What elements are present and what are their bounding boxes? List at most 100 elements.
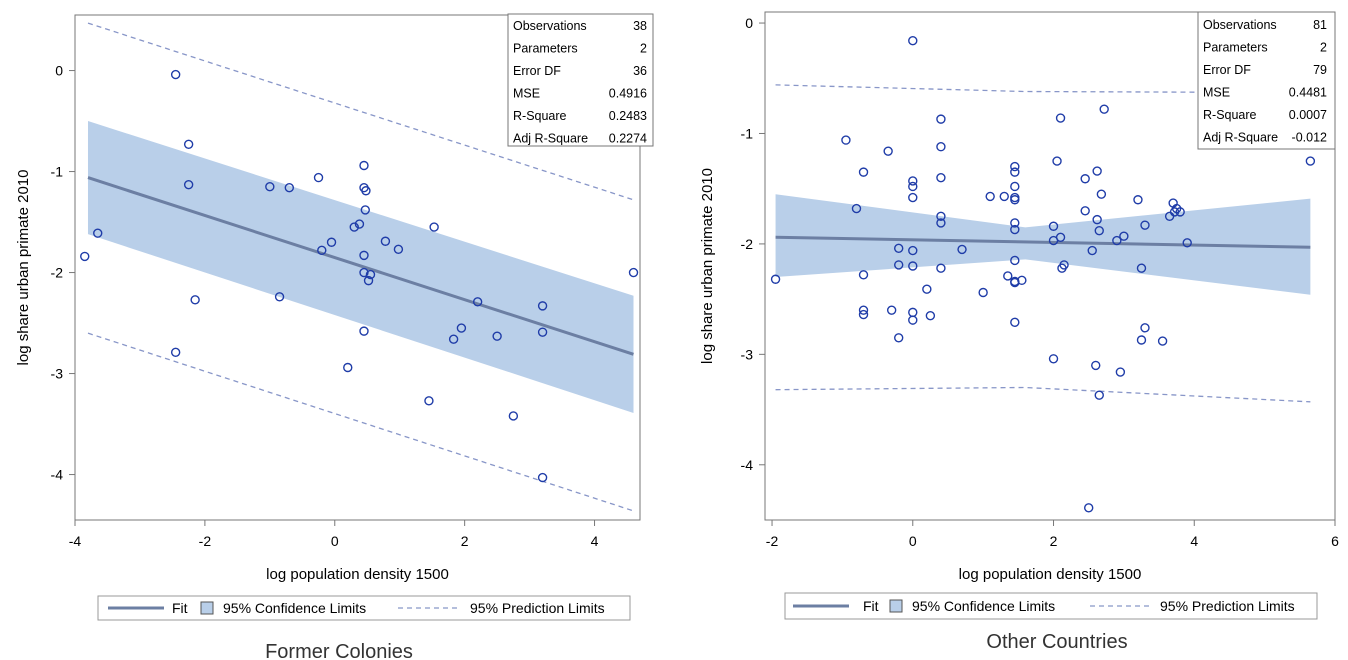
data-point (894, 243, 904, 254)
data-point (985, 191, 995, 202)
y-tick-label: -2 (741, 236, 754, 252)
fit-statistics-box (1197, 11, 1336, 150)
stat-label: Parameters (513, 42, 578, 56)
data-point (1087, 245, 1097, 256)
x-axis-title: log population density 1500 (266, 566, 449, 583)
data-point (1182, 238, 1192, 248)
data-point (1092, 166, 1102, 176)
data-point (936, 142, 946, 152)
data-point (1017, 275, 1027, 286)
data-point (1136, 335, 1147, 345)
data-point (1059, 260, 1069, 270)
data-point (359, 326, 369, 336)
data-point (894, 260, 904, 270)
data-point (1010, 224, 1020, 235)
y-tick-label: -4 (741, 457, 754, 473)
stat-value: 2 (1320, 41, 1327, 55)
data-point (858, 167, 869, 177)
y-tick-label: -1 (51, 164, 64, 180)
data-point (925, 310, 936, 321)
stat-value: 2 (640, 42, 647, 56)
fit-line (775, 235, 1311, 249)
data-point (841, 135, 851, 145)
data-point (380, 236, 391, 246)
data-point (1055, 113, 1066, 123)
data-point (359, 267, 369, 278)
fit-line (87, 176, 634, 356)
x-tick-label: 2 (461, 533, 469, 549)
data-point (908, 176, 918, 186)
data-point (313, 172, 324, 183)
data-point (508, 411, 519, 421)
data-point (858, 305, 869, 315)
stat-value: 0.4481 (1289, 86, 1327, 100)
data-point (936, 172, 946, 183)
x-tick-label: 4 (1190, 533, 1198, 549)
data-point (1048, 221, 1059, 231)
data-point (908, 315, 918, 325)
data-point (1080, 174, 1090, 184)
data-point (1099, 104, 1109, 114)
prediction-limit-lower (775, 386, 1311, 403)
legend-label: 95% Prediction Limits (1160, 598, 1295, 614)
data-point (424, 396, 434, 406)
data-point (537, 327, 548, 337)
legend (784, 592, 1318, 620)
stat-value: 36 (633, 64, 647, 78)
data-point (894, 333, 904, 343)
other-countries-panel: -2 0 2 4 6 0 -1 -2 -3 -4 log population density 15… (699, 11, 1339, 653)
y-tick-label: 0 (55, 63, 63, 79)
y-tick-label: -2 (51, 265, 64, 281)
data-point (429, 222, 439, 232)
data-point (80, 251, 90, 262)
data-point (1010, 255, 1020, 266)
legend-label: 95% Confidence Limits (223, 600, 366, 616)
data-point (274, 292, 285, 302)
data-point (448, 334, 459, 344)
stat-label: Parameters (1203, 41, 1268, 55)
data-point (936, 218, 946, 228)
data-point (1136, 263, 1147, 273)
data-point (190, 295, 200, 305)
legend-label: 95% Prediction Limits (470, 600, 605, 616)
legend-confidence-swatch (200, 601, 214, 615)
stat-label: R-Square (513, 109, 567, 123)
y-tick-label: 0 (745, 15, 753, 31)
stat-label: Observations (1203, 18, 1277, 32)
data-point (1092, 214, 1102, 225)
stat-value: 0.0007 (1289, 108, 1327, 122)
former-colonies-panel: -4 -2 0 2 4 0 -1 -2 -3 -4 log population density 1… (15, 13, 654, 660)
data-point (936, 263, 946, 273)
stat-value: 0.4916 (609, 87, 647, 101)
data-point (456, 323, 467, 333)
data-point (1091, 360, 1101, 371)
data-point (936, 211, 946, 222)
data-point (1175, 207, 1185, 217)
stat-value: -0.012 (1292, 131, 1327, 145)
stat-value: 79 (1313, 63, 1327, 77)
data-point (183, 179, 194, 190)
data-point (908, 307, 918, 318)
stat-label: Adj R-Square (1203, 131, 1278, 145)
data-point (317, 245, 327, 256)
data-point (1140, 220, 1150, 230)
data-point (1119, 231, 1129, 241)
data-point (537, 301, 548, 311)
data-point (1010, 161, 1020, 172)
data-point (908, 192, 918, 203)
data-point (349, 222, 359, 232)
data-point (1080, 206, 1090, 216)
data-point (1157, 336, 1168, 346)
x-tick-label: -2 (199, 533, 212, 549)
legend-label: Fit (172, 600, 188, 616)
stat-value: 38 (633, 19, 647, 33)
data-point (361, 186, 371, 196)
legend-label: 95% Confidence Limits (912, 598, 1055, 614)
data-point (284, 183, 295, 193)
data-point (908, 181, 918, 192)
legend (97, 595, 631, 621)
data-point (908, 261, 918, 271)
data-point (886, 305, 897, 315)
data-point (93, 228, 103, 238)
